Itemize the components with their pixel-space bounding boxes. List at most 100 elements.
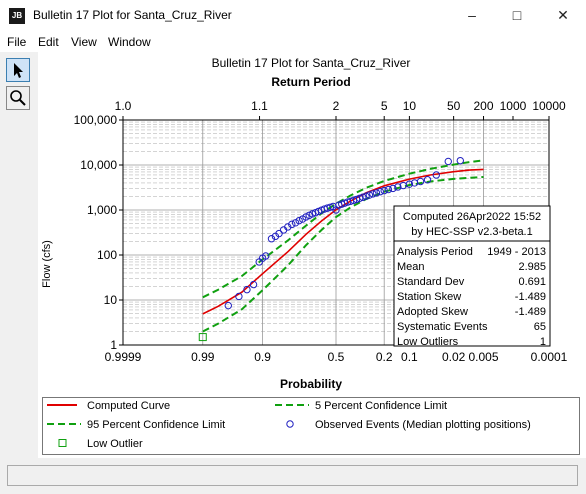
observed-event-point <box>224 301 232 310</box>
stats-row-label: Station Skew <box>397 291 461 303</box>
plot-panel: Bulletin 17 Plot for Santa_Cruz_River Re… <box>38 52 586 458</box>
menu-bar: File Edit View Window <box>0 32 586 52</box>
observed-event-point <box>275 229 283 238</box>
observed-event-point <box>291 219 300 227</box>
x-tick-label: 0.1 <box>401 350 418 364</box>
arrow-pointer-icon <box>14 63 23 78</box>
legend: Computed Curve 5 Percent Confidence Limit… <box>42 397 580 455</box>
frequency-chart[interactable]: Bulletin 17 Plot for Santa_Cruz_River Re… <box>38 52 586 397</box>
stats-row-value: 0.691 <box>518 276 546 288</box>
y-tick-label: 10 <box>104 293 118 307</box>
legend-label: Observed Events (Median plotting positio… <box>315 419 531 431</box>
observed-event-point <box>380 186 388 195</box>
legend-entry: Observed Events (Median plotting positio… <box>286 419 531 431</box>
y-tick-label: 100 <box>97 248 117 262</box>
observed-event-point <box>432 171 440 179</box>
confidence-limit-95-line <box>202 176 484 333</box>
observed-event-point <box>267 235 276 243</box>
observed-event-point <box>284 223 292 231</box>
stats-row-label: Systematic Events <box>397 321 488 333</box>
stats-row-value: 2.985 <box>518 261 546 273</box>
top-tick-label: 200 <box>474 99 494 113</box>
tool-strip <box>6 58 32 112</box>
x-tick-label: 0.9999 <box>105 350 142 364</box>
stats-row-label: Mean <box>397 261 425 273</box>
computed-curve <box>202 168 484 315</box>
minimize-icon[interactable]: – <box>468 7 476 23</box>
legend-label: Low Outlier <box>87 438 143 450</box>
confidence-limit-5-line <box>202 159 484 299</box>
app-icon: JB <box>9 8 25 24</box>
y-tick-label: 10,000 <box>80 158 117 172</box>
legend-label: Computed Curve <box>87 400 170 412</box>
observed-event-point <box>288 220 296 229</box>
stats-row-value: 1 <box>540 336 546 348</box>
legend-swatch-square <box>58 439 67 447</box>
legend-label: 5 Percent Confidence Limit <box>315 400 447 412</box>
top-axis-label: Return Period <box>271 75 350 89</box>
observed-event-point <box>365 191 374 199</box>
observed-event-point <box>359 193 367 201</box>
legend-entry: 5 Percent Confidence Limit <box>275 400 447 412</box>
x-tick-label: 0.2 <box>376 350 393 364</box>
menu-edit[interactable]: Edit <box>38 35 59 49</box>
observed-event-point <box>389 184 397 193</box>
x-tick-label: 0.02 <box>442 350 466 364</box>
stats-row-label: Analysis Period <box>397 246 473 258</box>
observed-event-point <box>384 185 393 194</box>
x-tick-label: 0.0001 <box>531 350 568 364</box>
top-tick-label: 5 <box>381 99 388 113</box>
stats-row-value: 65 <box>534 321 546 333</box>
close-icon[interactable]: ✕ <box>557 7 569 23</box>
stats-header-version: by HEC-SSP v2.3-beta.1 <box>411 226 532 238</box>
top-tick-label: 1.0 <box>115 99 132 113</box>
y-tick-label: 100,000 <box>74 113 118 127</box>
stats-row-label: Standard Dev <box>397 276 465 288</box>
observed-event-point <box>308 210 317 218</box>
observed-event-point <box>243 285 251 294</box>
legend-entry: Low Outlier <box>58 438 143 450</box>
top-tick-label: 50 <box>447 99 461 113</box>
legend-entry: Computed Curve <box>47 400 170 412</box>
observed-event-point <box>362 192 370 200</box>
stats-header-computed: Computed 26Apr2022 15:52 <box>403 211 541 223</box>
y-tick-label: 1 <box>110 338 117 352</box>
observed-event-point <box>235 292 243 301</box>
top-tick-label: 1000 <box>500 99 527 113</box>
stats-row-label: Adopted Skew <box>397 306 468 318</box>
menu-file[interactable]: File <box>7 35 27 49</box>
observed-event-point <box>416 177 425 186</box>
observed-event-point <box>405 180 414 188</box>
legend-entry: 95 Percent Confidence Limit <box>47 419 225 431</box>
pointer-tool[interactable] <box>6 58 30 82</box>
observed-event-point <box>352 195 361 204</box>
top-tick-label: 10000 <box>532 99 566 113</box>
observed-event-point <box>249 280 258 289</box>
menu-view[interactable]: View <box>71 35 97 49</box>
legend-label: 95 Percent Confidence Limit <box>87 419 225 431</box>
observed-event-point <box>372 189 381 197</box>
observed-event-point <box>369 190 377 198</box>
x-axis-label: Probability <box>280 377 342 391</box>
menu-window[interactable]: Window <box>108 35 151 49</box>
observed-event-point <box>376 188 384 196</box>
top-tick-label: 2 <box>333 99 340 113</box>
observed-event-point <box>326 203 334 211</box>
zoom-tool[interactable] <box>6 86 30 110</box>
status-bar <box>7 465 578 486</box>
stats-box-frame <box>393 205 551 347</box>
title-bar: JB Bulletin 17 Plot for Santa_Cruz_River… <box>0 0 586 32</box>
low-outlier-point <box>198 333 207 342</box>
maximize-icon[interactable]: □ <box>512 7 522 23</box>
observed-event-point <box>456 156 464 165</box>
observed-event-point <box>262 252 270 260</box>
stats-row-value: 1949 - 2013 <box>487 246 546 258</box>
observed-event-point <box>423 176 432 184</box>
x-tick-label: 0.99 <box>191 350 215 364</box>
magnifier-icon <box>10 90 26 106</box>
top-tick-label: 10 <box>403 99 417 113</box>
top-tick-label: 1.1 <box>251 99 268 113</box>
observed-event-point <box>355 194 364 202</box>
x-tick-label: 0.9 <box>254 350 271 364</box>
chart-title: Bulletin 17 Plot for Santa_Cruz_River <box>212 56 411 70</box>
